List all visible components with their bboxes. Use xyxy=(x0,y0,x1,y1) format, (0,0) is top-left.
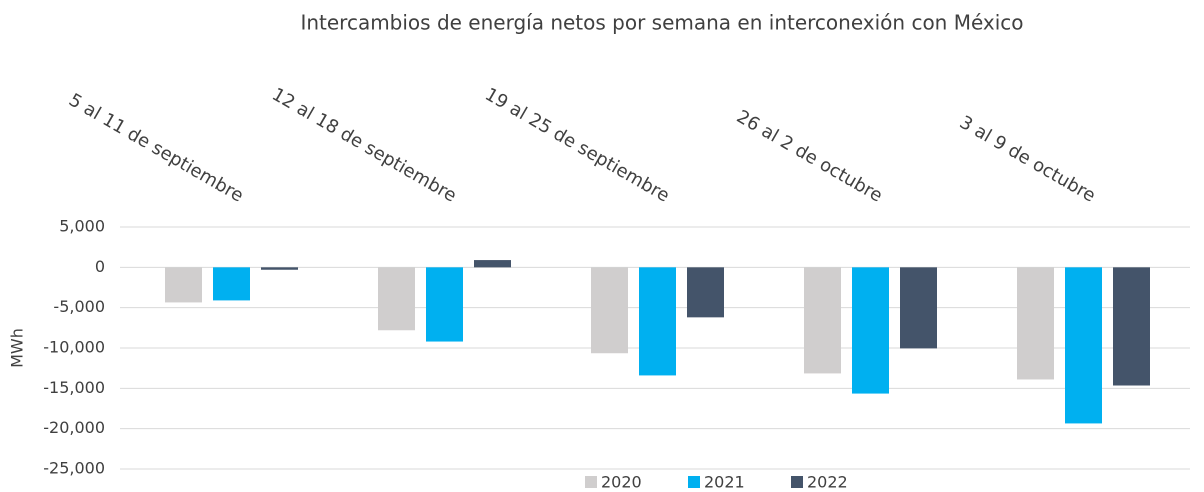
x-tick-label: 19 al 25 de septiembre xyxy=(481,84,673,207)
y-tick-label: -5,000 xyxy=(53,297,105,316)
bar xyxy=(900,267,937,349)
bar xyxy=(591,267,628,354)
bar xyxy=(1113,267,1150,386)
y-axis-title: MWh xyxy=(8,328,27,368)
chart-title: Intercambios de energía netos por semana… xyxy=(300,11,1023,35)
legend-swatch xyxy=(585,476,597,488)
bar xyxy=(1065,267,1102,424)
y-tick-label: -25,000 xyxy=(43,459,105,478)
bar xyxy=(426,267,463,342)
y-tick-label: -20,000 xyxy=(43,418,105,437)
legend-label: 2021 xyxy=(704,473,745,492)
bar xyxy=(639,267,676,376)
y-tick-label: -15,000 xyxy=(43,378,105,397)
bar xyxy=(165,267,202,303)
bar xyxy=(804,267,841,374)
x-tick-label: 26 al 2 de octubre xyxy=(733,106,886,207)
legend-swatch xyxy=(791,476,803,488)
bar xyxy=(378,267,415,331)
legend-label: 2020 xyxy=(601,473,642,492)
x-tick-label: 12 al 18 de septiembre xyxy=(268,84,460,207)
x-tick-label: 3 al 9 de octubre xyxy=(956,112,1099,207)
bar xyxy=(213,267,250,301)
legend-label: 2022 xyxy=(807,473,848,492)
bar xyxy=(261,267,298,270)
y-tick-label: 0 xyxy=(95,257,105,276)
y-tick-label: 5,000 xyxy=(59,217,105,236)
bar xyxy=(1017,267,1054,380)
bar xyxy=(474,260,511,268)
bar xyxy=(687,267,724,318)
bar xyxy=(852,267,889,394)
legend-swatch xyxy=(688,476,700,488)
x-tick-label: 5 al 11 de septiembre xyxy=(65,90,247,207)
y-tick-label: -10,000 xyxy=(43,338,105,357)
